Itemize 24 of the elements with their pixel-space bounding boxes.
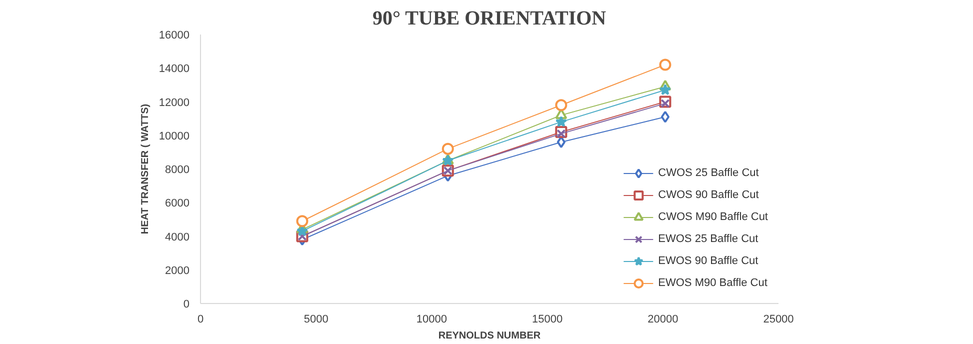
chart-title: 90° TUBE ORIENTATION xyxy=(372,8,607,30)
legend-label: CWOS M90 Baffle Cut xyxy=(658,211,768,223)
legend-label: EWOS 25 Baffle Cut xyxy=(658,233,758,245)
x-tick-label: 5000 xyxy=(304,314,328,326)
legend-label: EWOS M90 Baffle Cut xyxy=(658,277,768,289)
legend-label: CWOS 90 Baffle Cut xyxy=(658,189,759,201)
x-axis-title: REYNOLDS NUMBER xyxy=(438,330,542,342)
x-tick-label: 0 xyxy=(197,314,204,326)
x-tick-label: 20000 xyxy=(648,314,678,326)
y-tick-label: 4000 xyxy=(165,231,190,244)
legend-label: CWOS 25 Baffle Cut xyxy=(658,167,759,179)
y-tick-label: 8000 xyxy=(165,164,190,176)
y-tick-label: 2000 xyxy=(165,264,190,277)
y-tick-label: 16000 xyxy=(158,30,190,42)
y-tick-label: 12000 xyxy=(158,96,190,109)
y-tick-label: 14000 xyxy=(158,63,190,76)
legend-label: EWOS 90 Baffle Cut xyxy=(658,255,758,267)
y-tick-label: 10000 xyxy=(158,130,190,142)
x-tick-label: 15000 xyxy=(532,314,563,326)
x-tick-label: 25000 xyxy=(763,314,794,326)
y-tick-label: 0 xyxy=(183,298,190,310)
y-axis-title: HEAT TRANSFER ( WATTS) xyxy=(140,104,151,234)
x-tick-label: 10000 xyxy=(416,314,447,326)
y-tick-label: 6000 xyxy=(165,198,190,210)
